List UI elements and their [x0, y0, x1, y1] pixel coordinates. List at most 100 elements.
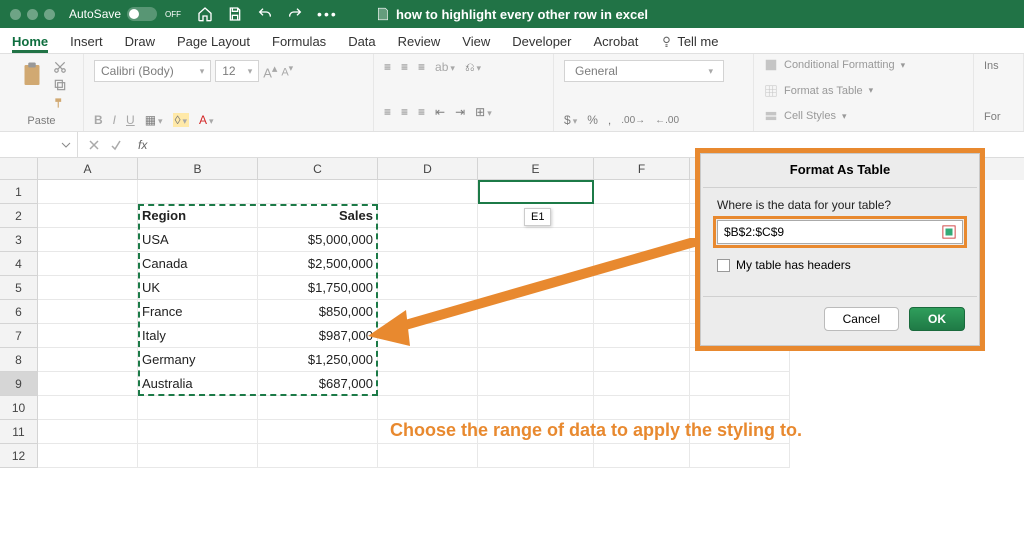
- decrease-font-icon[interactable]: A▾: [281, 63, 293, 79]
- cell-C8[interactable]: $1,250,000: [258, 348, 378, 372]
- cell-A2[interactable]: [38, 204, 138, 228]
- cell-A1[interactable]: [38, 180, 138, 204]
- fill-color-button[interactable]: ◊: [173, 113, 189, 127]
- align-top-icon[interactable]: ≡: [384, 60, 391, 75]
- cell-D1[interactable]: [378, 180, 478, 204]
- format-as-table-button[interactable]: Format as Table▾: [764, 84, 963, 98]
- row-header-1[interactable]: 1: [0, 180, 38, 204]
- name-box[interactable]: [0, 132, 78, 157]
- font-name-select[interactable]: Calibri (Body)▾: [94, 60, 211, 82]
- cell-E9[interactable]: [478, 372, 594, 396]
- row-header-8[interactable]: 8: [0, 348, 38, 372]
- merge-icon[interactable]: ⊞: [475, 105, 492, 119]
- range-selector-icon[interactable]: [942, 225, 956, 239]
- cell-B2[interactable]: Region: [138, 204, 258, 228]
- cell-B3[interactable]: USA: [138, 228, 258, 252]
- cell-C6[interactable]: $850,000: [258, 300, 378, 324]
- tab-data[interactable]: Data: [348, 34, 375, 53]
- column-header-F[interactable]: F: [594, 158, 690, 180]
- cell-B11[interactable]: [138, 420, 258, 444]
- cell-C12[interactable]: [258, 444, 378, 468]
- align-center-icon[interactable]: ≡: [401, 105, 408, 119]
- cut-icon[interactable]: [53, 60, 67, 74]
- cell-C4[interactable]: $2,500,000: [258, 252, 378, 276]
- insert-cells-button[interactable]: Ins: [984, 60, 1013, 72]
- cell-A9[interactable]: [38, 372, 138, 396]
- row-header-2[interactable]: 2: [0, 204, 38, 228]
- border-button[interactable]: ▦: [145, 113, 163, 127]
- cell-A6[interactable]: [38, 300, 138, 324]
- cell-D12[interactable]: [378, 444, 478, 468]
- tell-me[interactable]: Tell me: [660, 34, 718, 53]
- cell-C2[interactable]: Sales: [258, 204, 378, 228]
- paste-icon[interactable]: [17, 60, 47, 90]
- cell-F1[interactable]: [594, 180, 690, 204]
- row-header-5[interactable]: 5: [0, 276, 38, 300]
- cell-D10[interactable]: [378, 396, 478, 420]
- tab-page-layout[interactable]: Page Layout: [177, 34, 250, 53]
- cell-C5[interactable]: $1,750,000: [258, 276, 378, 300]
- wrap-text-icon[interactable]: ⎌: [465, 60, 481, 75]
- underline-button[interactable]: U: [126, 113, 135, 127]
- cell-B4[interactable]: Canada: [138, 252, 258, 276]
- tab-developer[interactable]: Developer: [512, 34, 571, 53]
- align-middle-icon[interactable]: ≡: [401, 60, 408, 75]
- tab-view[interactable]: View: [462, 34, 490, 53]
- number-format-select[interactable]: General▾: [564, 60, 724, 82]
- tab-draw[interactable]: Draw: [125, 34, 155, 53]
- cell-A12[interactable]: [38, 444, 138, 468]
- cell-A3[interactable]: [38, 228, 138, 252]
- cell-B8[interactable]: Germany: [138, 348, 258, 372]
- window-controls[interactable]: [10, 9, 55, 20]
- inc-decimal-icon[interactable]: .00→: [621, 115, 645, 126]
- cell-E12[interactable]: [478, 444, 594, 468]
- bold-button[interactable]: B: [94, 113, 103, 127]
- tab-acrobat[interactable]: Acrobat: [594, 34, 639, 53]
- cancel-button[interactable]: Cancel: [824, 307, 899, 331]
- paste-label[interactable]: Paste: [27, 115, 55, 127]
- cell-B10[interactable]: [138, 396, 258, 420]
- cell-F12[interactable]: [594, 444, 690, 468]
- cell-F2[interactable]: [594, 204, 690, 228]
- tab-insert[interactable]: Insert: [70, 34, 103, 53]
- home-icon[interactable]: [197, 6, 213, 22]
- cell-B12[interactable]: [138, 444, 258, 468]
- cell-F10[interactable]: [594, 396, 690, 420]
- conditional-formatting-button[interactable]: Conditional Formatting▾: [764, 58, 963, 72]
- minimize-dot[interactable]: [27, 9, 38, 20]
- cell-B6[interactable]: France: [138, 300, 258, 324]
- row-header-4[interactable]: 4: [0, 252, 38, 276]
- column-header-C[interactable]: C: [258, 158, 378, 180]
- cell-G9[interactable]: [690, 372, 790, 396]
- percent-icon[interactable]: %: [587, 113, 598, 127]
- range-input[interactable]: $B$2:$C$9: [717, 220, 963, 244]
- indent-dec-icon[interactable]: ⇤: [435, 105, 445, 119]
- row-header-3[interactable]: 3: [0, 228, 38, 252]
- close-dot[interactable]: [10, 9, 21, 20]
- column-header-E[interactable]: E: [478, 158, 594, 180]
- cell-E10[interactable]: [478, 396, 594, 420]
- save-icon[interactable]: [227, 6, 243, 22]
- dec-decimal-icon[interactable]: ←.00: [655, 115, 679, 126]
- cell-A11[interactable]: [38, 420, 138, 444]
- row-header-11[interactable]: 11: [0, 420, 38, 444]
- cell-B9[interactable]: Australia: [138, 372, 258, 396]
- cell-A7[interactable]: [38, 324, 138, 348]
- select-all-corner[interactable]: [0, 158, 38, 180]
- row-header-6[interactable]: 6: [0, 300, 38, 324]
- cancel-icon[interactable]: [88, 139, 100, 151]
- orientation-icon[interactable]: ab: [435, 60, 455, 75]
- row-header-10[interactable]: 10: [0, 396, 38, 420]
- align-bottom-icon[interactable]: ≡: [418, 60, 425, 75]
- ok-button[interactable]: OK: [909, 307, 965, 331]
- row-header-9[interactable]: 9: [0, 372, 38, 396]
- cell-G12[interactable]: [690, 444, 790, 468]
- cell-styles-button[interactable]: Cell Styles▾: [764, 109, 963, 123]
- cell-C1[interactable]: [258, 180, 378, 204]
- format-cells-button[interactable]: For: [984, 111, 1013, 123]
- cell-A10[interactable]: [38, 396, 138, 420]
- currency-icon[interactable]: $: [564, 113, 577, 127]
- zoom-dot[interactable]: [44, 9, 55, 20]
- cell-E1[interactable]: [478, 180, 594, 204]
- headers-checkbox-row[interactable]: My table has headers: [717, 258, 963, 272]
